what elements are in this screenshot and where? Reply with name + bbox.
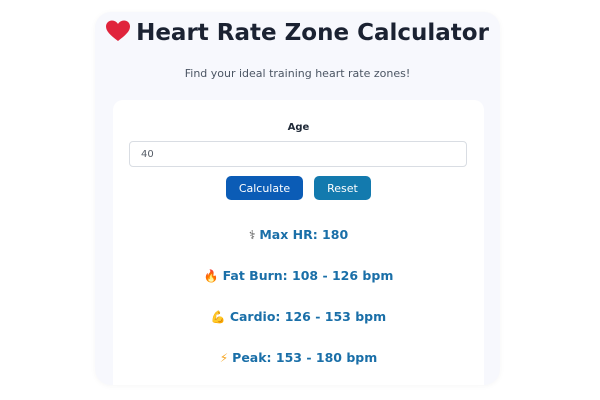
stethoscope-icon: ⚕	[248, 228, 256, 242]
fire-icon: 🔥	[203, 269, 219, 283]
age-label: Age	[287, 122, 310, 133]
max-hr-result: ⚕ Max HR: 180	[113, 227, 484, 242]
page-title: Heart Rate Zone Calculator	[95, 20, 500, 46]
title-text: Heart Rate Zone Calculator	[136, 20, 489, 46]
fat-burn-text: Fat Burn: 108 - 126 bpm	[222, 268, 394, 283]
subtitle: Find your ideal training heart rate zone…	[184, 67, 411, 80]
peak-text: Peak: 153 - 180 bpm	[232, 350, 378, 365]
flexed-biceps-icon: 💪	[210, 310, 226, 324]
cardio-result: 💪 Cardio: 126 - 153 bpm	[113, 309, 484, 324]
max-hr-text: Max HR: 180	[259, 227, 349, 242]
reset-button[interactable]: Reset	[314, 176, 371, 200]
form-panel: Age Calculate Reset ⚕Max HR: 180 🔥Fat Bu…	[113, 100, 484, 385]
lightning-icon: ⚡	[219, 351, 229, 365]
fat-burn-result: 🔥 Fat Burn: 108 - 126 bpm	[113, 268, 484, 283]
calculate-button[interactable]: Calculate	[226, 176, 303, 200]
cardio-text: Cardio: 126 - 153 bpm	[229, 309, 387, 324]
peak-result: ⚡ Peak: 153 - 180 bpm	[113, 350, 484, 365]
calculator-card: Heart Rate Zone Calculator Find your ide…	[95, 12, 500, 385]
heart-icon	[106, 20, 131, 42]
age-input[interactable]	[129, 141, 467, 167]
